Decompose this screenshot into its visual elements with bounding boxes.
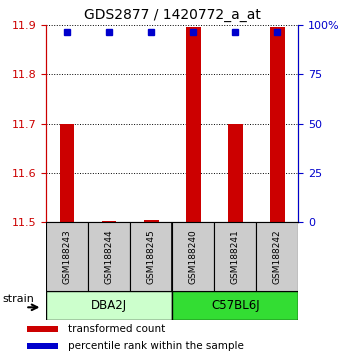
Bar: [60, 124, 74, 222]
Bar: [270, 27, 285, 222]
Bar: [144, 220, 159, 222]
Text: DBA2J: DBA2J: [91, 299, 127, 312]
Bar: [27, 326, 58, 332]
Bar: [214, 222, 256, 291]
Text: GSM188245: GSM188245: [147, 229, 156, 284]
Text: percentile rank within the sample: percentile rank within the sample: [68, 341, 244, 350]
Bar: [46, 291, 172, 320]
Bar: [27, 343, 58, 349]
Bar: [172, 291, 298, 320]
Bar: [172, 222, 214, 291]
Title: GDS2877 / 1420772_a_at: GDS2877 / 1420772_a_at: [84, 8, 261, 22]
Bar: [228, 124, 243, 222]
Text: GSM188244: GSM188244: [105, 229, 114, 284]
Bar: [102, 221, 117, 222]
Bar: [88, 222, 130, 291]
Text: transformed count: transformed count: [68, 324, 165, 334]
Bar: [256, 222, 298, 291]
Text: GSM188240: GSM188240: [189, 229, 198, 284]
Text: GSM188241: GSM188241: [231, 229, 240, 284]
Text: GSM188243: GSM188243: [62, 229, 72, 284]
Bar: [186, 27, 201, 222]
Bar: [46, 222, 88, 291]
Text: C57BL6J: C57BL6J: [211, 299, 260, 312]
Bar: [130, 222, 172, 291]
Text: strain: strain: [2, 295, 34, 304]
Text: GSM188242: GSM188242: [273, 229, 282, 284]
